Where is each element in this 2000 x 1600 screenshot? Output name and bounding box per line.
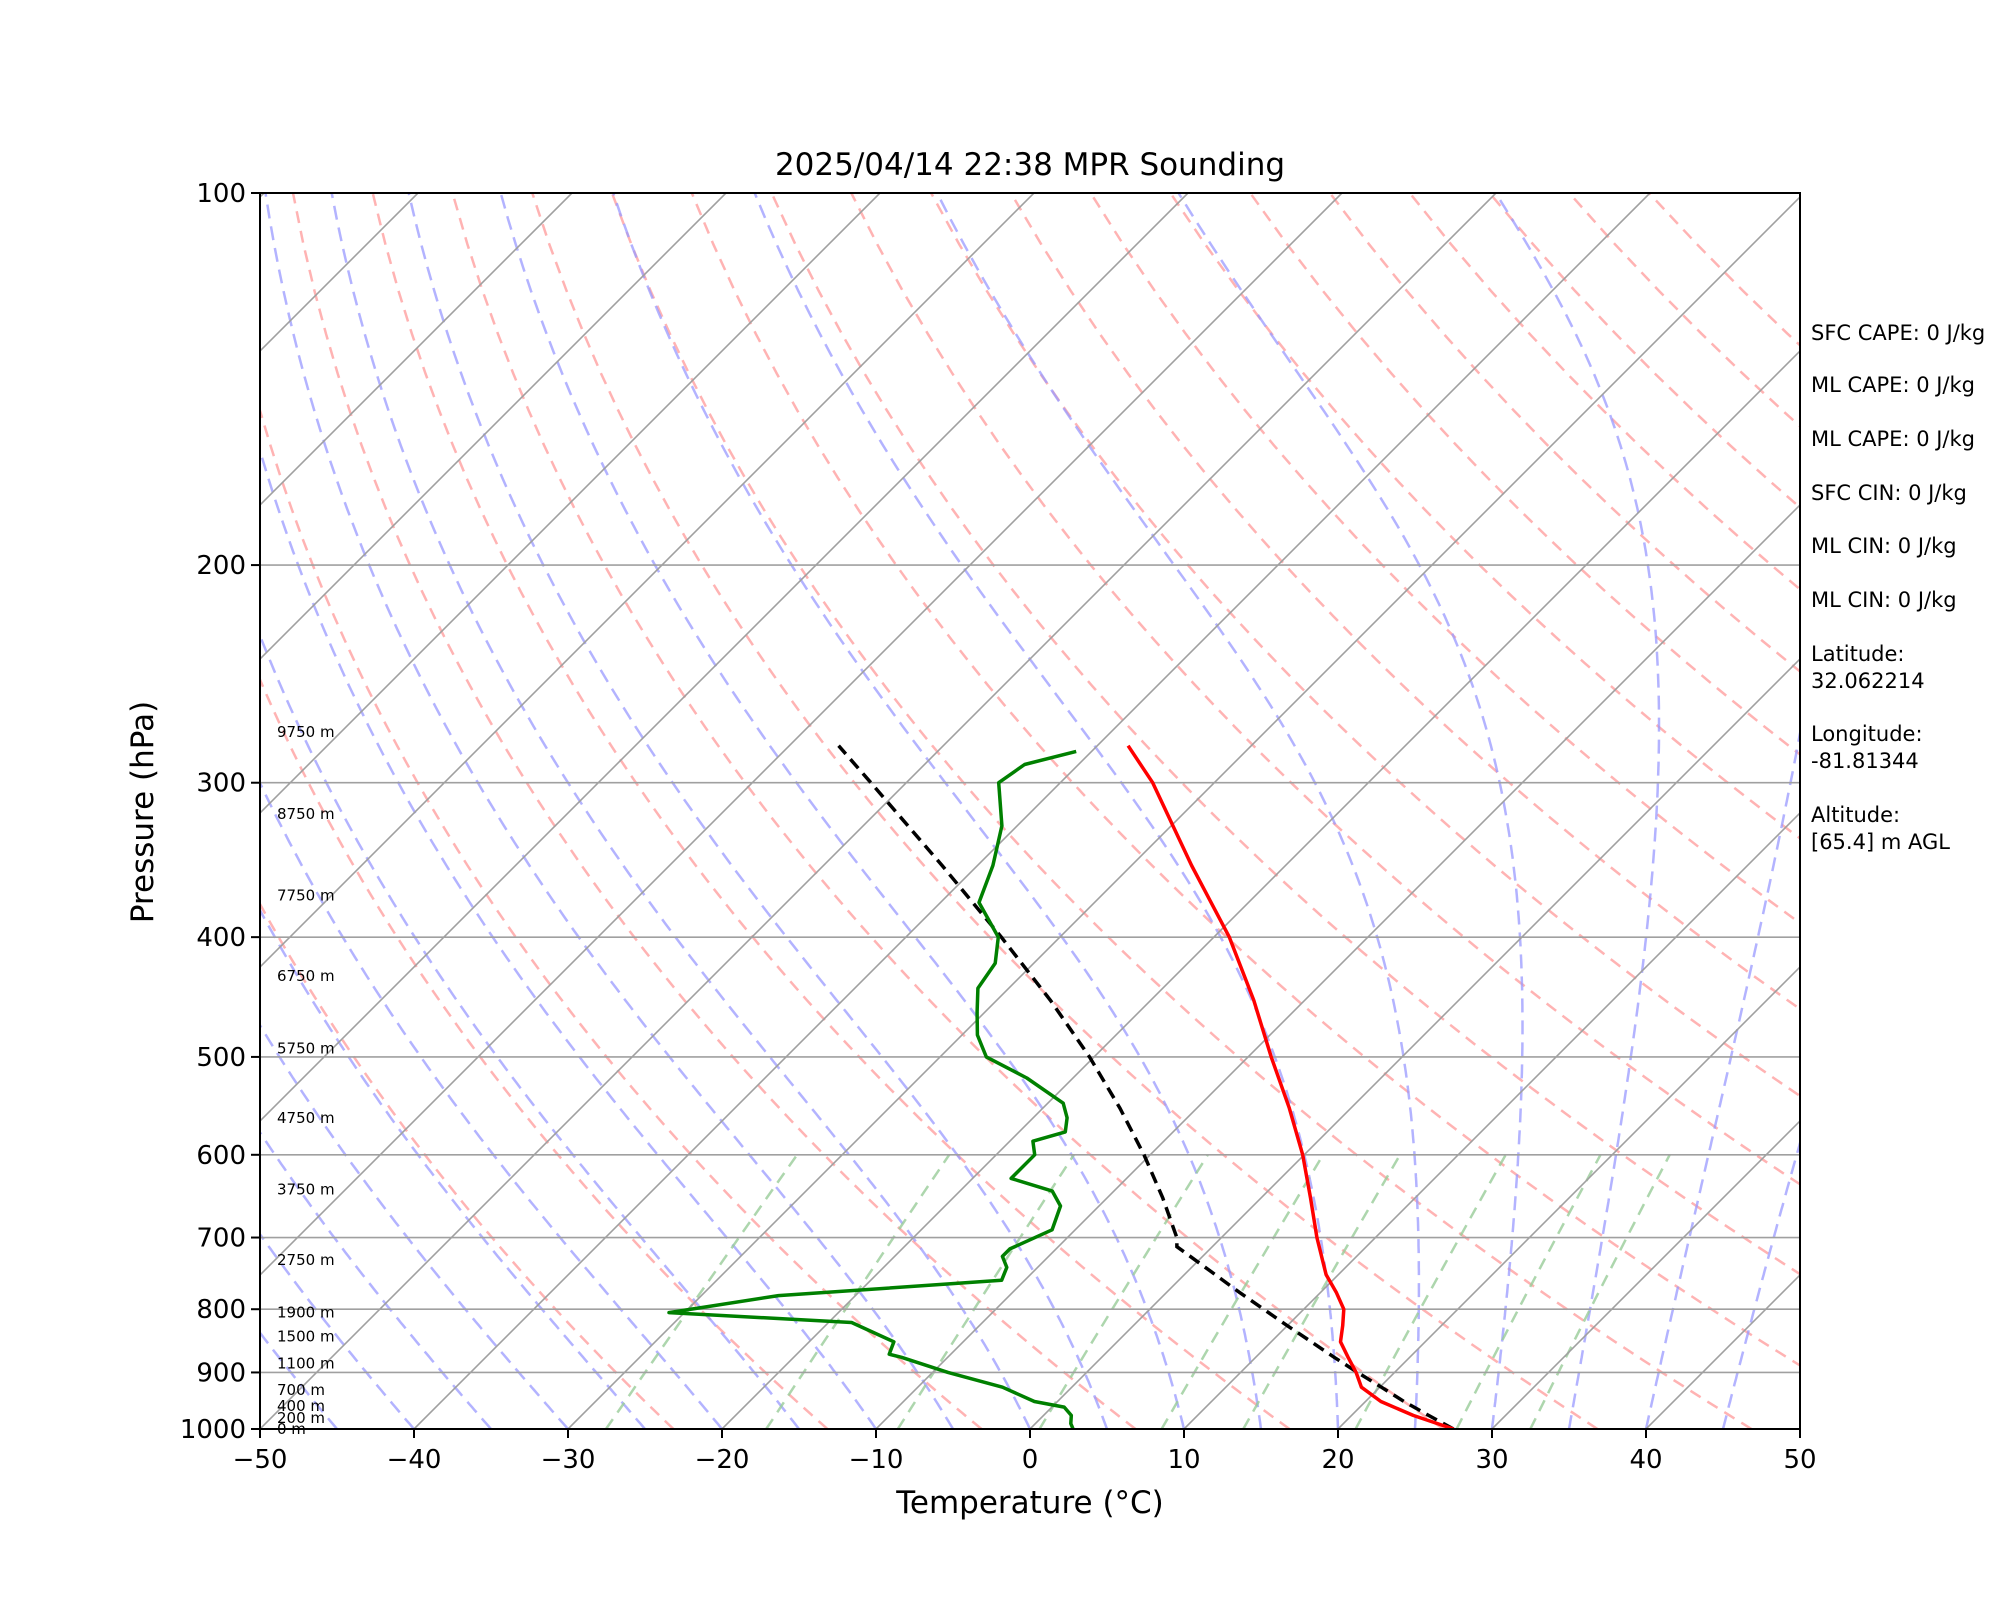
x-tick-label: 0 <box>1022 1445 1039 1475</box>
info-longitude-value: -81.81344 <box>1811 749 1919 773</box>
info-ml-cin: ML CIN: 0 J/kg <box>1811 534 1957 558</box>
y-tick-label: 800 <box>196 1295 246 1325</box>
info-ml-cape-2: ML CAPE: 0 J/kg <box>1811 427 1975 451</box>
y-axis-label: Pressure (hPa) <box>125 701 161 923</box>
y-tick-label: 300 <box>196 769 246 799</box>
height-label: 400 m <box>277 1397 325 1415</box>
height-label: 4750 m <box>277 1109 335 1127</box>
x-tick-label: 20 <box>1321 1445 1354 1475</box>
height-label: 1500 m <box>277 1328 335 1346</box>
y-tick-label: 1000 <box>180 1415 246 1445</box>
height-label: 6750 m <box>277 967 335 985</box>
skew-t-chart: 2025/04/14 22:38 MPR Sounding 0 m200 m40… <box>0 0 2000 1600</box>
y-tick-label: 500 <box>196 1043 246 1073</box>
x-tick-label: 50 <box>1783 1445 1816 1475</box>
height-label: 1100 m <box>277 1354 335 1372</box>
height-label: 2750 m <box>277 1251 335 1269</box>
y-tick-label: 400 <box>196 923 246 953</box>
y-tick-label: 900 <box>196 1358 246 1388</box>
info-altitude-label: Altitude: <box>1811 803 1900 827</box>
info-sfc-cin: SFC CIN: 0 J/kg <box>1811 481 1967 505</box>
info-ml-cape: ML CAPE: 0 J/kg <box>1811 373 1975 397</box>
y-tick-label: 200 <box>196 551 246 581</box>
info-ml-cin-2: ML CIN: 0 J/kg <box>1811 588 1957 612</box>
y-tick-label: 700 <box>196 1224 246 1254</box>
info-altitude-value: [65.4] m AGL <box>1811 830 1950 854</box>
y-tick-label: 100 <box>196 179 246 209</box>
height-label: 9750 m <box>277 723 335 741</box>
info-latitude-value: 32.062214 <box>1811 669 1925 693</box>
height-label: 1900 m <box>277 1304 335 1322</box>
x-tick-label: −10 <box>849 1445 904 1475</box>
height-label: 3750 m <box>277 1180 335 1198</box>
chart-title: 2025/04/14 22:38 MPR Sounding <box>775 147 1285 183</box>
x-tick-label: −30 <box>541 1445 596 1475</box>
x-tick-label: −20 <box>695 1445 750 1475</box>
x-tick-label: 40 <box>1629 1445 1662 1475</box>
height-label: 700 m <box>277 1381 325 1399</box>
height-label: 5750 m <box>277 1039 335 1057</box>
x-axis-label: Temperature (°C) <box>895 1485 1164 1521</box>
info-latitude-label: Latitude: <box>1811 642 1905 666</box>
height-label: 7750 m <box>277 886 335 904</box>
info-longitude-label: Longitude: <box>1811 722 1923 746</box>
info-sfc-cape: SFC CAPE: 0 J/kg <box>1811 321 1985 345</box>
x-tick-label: 10 <box>1167 1445 1200 1475</box>
x-tick-label: −40 <box>387 1445 442 1475</box>
x-tick-label: 30 <box>1475 1445 1508 1475</box>
x-tick-label: −50 <box>233 1445 288 1475</box>
height-label: 8750 m <box>277 805 335 823</box>
y-tick-label: 600 <box>196 1141 246 1171</box>
